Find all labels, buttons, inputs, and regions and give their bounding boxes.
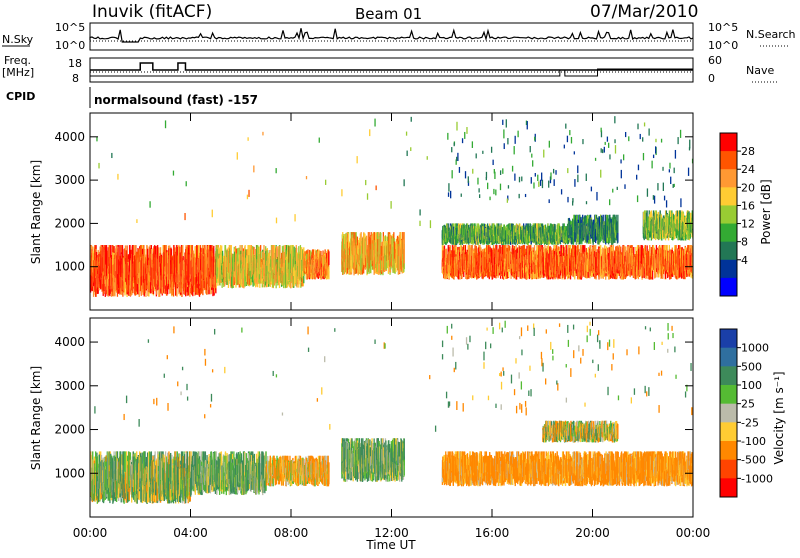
- noise-panel-frame: [90, 23, 693, 50]
- noise-left-tick-bottom: 10^0: [55, 39, 85, 52]
- date-title: 07/Mar/2010: [590, 2, 698, 22]
- power-cell: [404, 244, 405, 263]
- freq-right-label: Nave: [746, 64, 774, 77]
- power-cell: [652, 271, 653, 280]
- power-cell: [445, 249, 446, 264]
- noise-left-tick-top: 10^5: [55, 21, 85, 34]
- power-cell: [328, 251, 329, 265]
- cpid-label: CPID: [6, 90, 35, 103]
- freq-left-tick-top: 18: [68, 57, 82, 70]
- freq-trace: [90, 63, 693, 76]
- noise-right-tick-bottom: 10^0: [708, 39, 738, 52]
- noise-trace: [90, 28, 693, 42]
- freq-right-tick-top: 60: [708, 54, 722, 67]
- freq-left-unit: [MHz]: [2, 66, 34, 79]
- freq-left-tick-bottom: 8: [72, 72, 79, 85]
- noise-right-label: N.Search: [746, 28, 796, 41]
- noise-sky-line: [90, 28, 693, 42]
- noise-right-tick-top: 10^5: [708, 21, 738, 34]
- beam-title: Beam 01: [355, 5, 422, 23]
- noise-left-label: N.Sky: [2, 33, 34, 46]
- freq-right-tick-bottom: 0: [708, 72, 715, 85]
- cpid-text: normalsound (fast) -157: [94, 93, 258, 107]
- power-data: [90, 116, 694, 297]
- power-cell: [328, 271, 329, 279]
- station-title: Inuvik (fitACF): [92, 2, 212, 22]
